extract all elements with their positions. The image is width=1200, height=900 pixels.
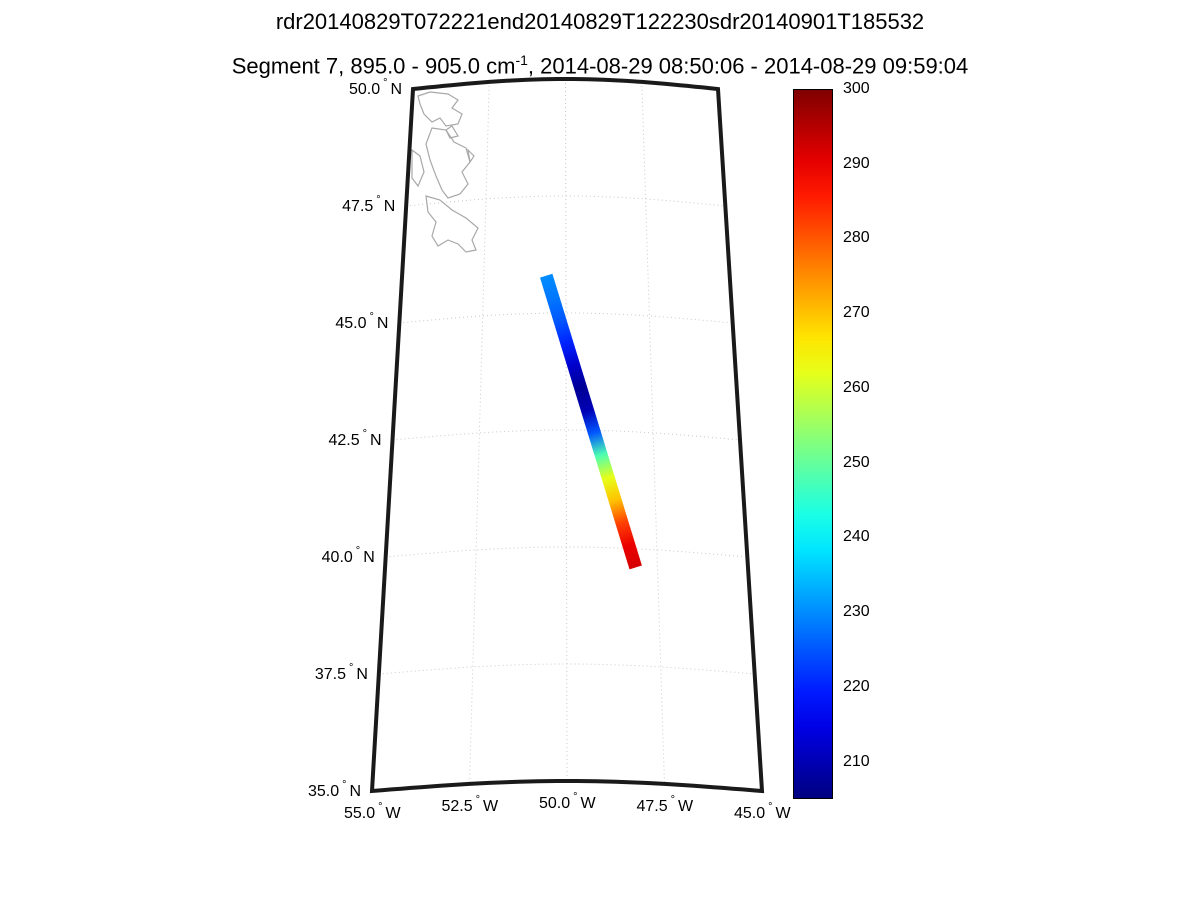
graticule	[378, 78, 755, 784]
colorbar-tick-label: 280	[843, 229, 870, 247]
colorbar-tick-label: 290	[843, 154, 870, 172]
subtitle-suffix: , 2014-08-29 08:50:06 - 2014-08-29 09:59…	[527, 53, 969, 79]
lon-hemisphere: W	[775, 805, 791, 822]
subtitle-prefix: Segment 7, 895.0 - 905.0 cm	[231, 53, 516, 79]
parallel-line	[385, 546, 748, 558]
figure-subtitle: Segment 7, 895.0 - 905.0 cm-1, 2014-08-2…	[0, 47, 1200, 79]
coastline-segment	[445, 125, 459, 139]
coastline-segment	[417, 91, 463, 127]
coastline-segment	[425, 195, 479, 253]
lon-value: 55.0	[344, 805, 376, 822]
degree-symbol: °	[342, 779, 347, 791]
colorbar-tick-label: 300	[843, 80, 870, 97]
lon-label: 55.0 ° W	[344, 801, 401, 824]
lon-value: 52.5	[441, 797, 473, 815]
lat-value: 37.5	[314, 666, 346, 683]
lon-label: 52.5 ° W	[441, 794, 499, 817]
degree-symbol: °	[670, 793, 676, 806]
meridian-line	[565, 78, 568, 782]
degree-symbol: °	[475, 793, 481, 806]
lat-hemisphere: N	[370, 432, 382, 449]
lon-hemisphere: W	[580, 795, 596, 812]
lon-hemisphere: W	[385, 805, 401, 822]
coastline-segment	[467, 148, 475, 164]
map-frame	[369, 77, 765, 794]
lon-label: 47.5 ° W	[636, 794, 694, 817]
lon-label: 50.0 ° W	[539, 791, 596, 814]
degree-symbol: °	[369, 311, 374, 323]
satellite-swath	[540, 273, 642, 570]
lon-value: 50.0	[539, 795, 571, 812]
degree-symbol: °	[378, 801, 383, 813]
colorbar	[793, 89, 833, 799]
lat-value: 45.0	[335, 315, 367, 332]
lat-label: 37.5 ° N	[314, 662, 368, 685]
lat-hemisphere: N	[376, 315, 389, 332]
degree-symbol: °	[348, 662, 354, 674]
lon-value: 47.5	[636, 797, 668, 815]
coastline-segment	[425, 127, 471, 199]
lat-hemisphere: N	[390, 81, 403, 98]
lat-value: 35.0	[308, 783, 340, 800]
lat-label: 45.0 ° N	[335, 311, 389, 334]
lon-hemisphere: W	[483, 797, 499, 815]
degree-symbol: °	[362, 428, 368, 440]
lon-value: 45.0	[734, 805, 766, 822]
lat-value: 42.5	[328, 432, 360, 449]
lat-value: 40.0	[321, 549, 353, 566]
degree-symbol: °	[376, 194, 381, 206]
colorbar-tick-label: 210	[843, 752, 870, 770]
lat-label: 40.0 ° N	[321, 545, 375, 568]
lon-label: 45.0 ° W	[734, 801, 791, 824]
figure-title: rdr20140829T072221end20140829T122230sdr2…	[275, 9, 925, 34]
colorbar-tick-label: 270	[843, 304, 870, 322]
parallel-line	[378, 663, 755, 675]
lat-hemisphere: N	[356, 666, 368, 683]
colorbar-tick-label: 230	[843, 603, 870, 621]
lat-label: 50.0 ° N	[349, 77, 403, 100]
degree-symbol: °	[383, 77, 388, 89]
colorbar-tick-label: 260	[843, 378, 870, 396]
colorbar-tick-label: 250	[843, 453, 870, 471]
subtitle-superscript: -1	[515, 52, 528, 68]
parallel-line	[406, 195, 726, 207]
lat-hemisphere: N	[383, 198, 396, 215]
degree-symbol: °	[768, 801, 773, 813]
lat-value: 50.0	[349, 81, 381, 98]
lat-label: 42.5 ° N	[328, 428, 382, 451]
lat-value: 47.5	[342, 198, 374, 215]
degree-symbol: °	[355, 545, 361, 557]
lat-hemisphere: N	[349, 783, 362, 800]
lat-label: 47.5 ° N	[342, 194, 396, 217]
meridian-line	[641, 81, 665, 784]
coastline-newfoundland	[411, 91, 479, 253]
colorbar-tick-label: 220	[843, 677, 870, 695]
lat-label: 35.0 ° N	[308, 779, 362, 802]
coastline-segment	[411, 148, 425, 188]
degree-symbol: °	[573, 791, 578, 803]
lat-hemisphere: N	[363, 549, 375, 566]
lon-hemisphere: W	[678, 797, 694, 815]
colorbar-tick-label: 240	[843, 528, 870, 546]
